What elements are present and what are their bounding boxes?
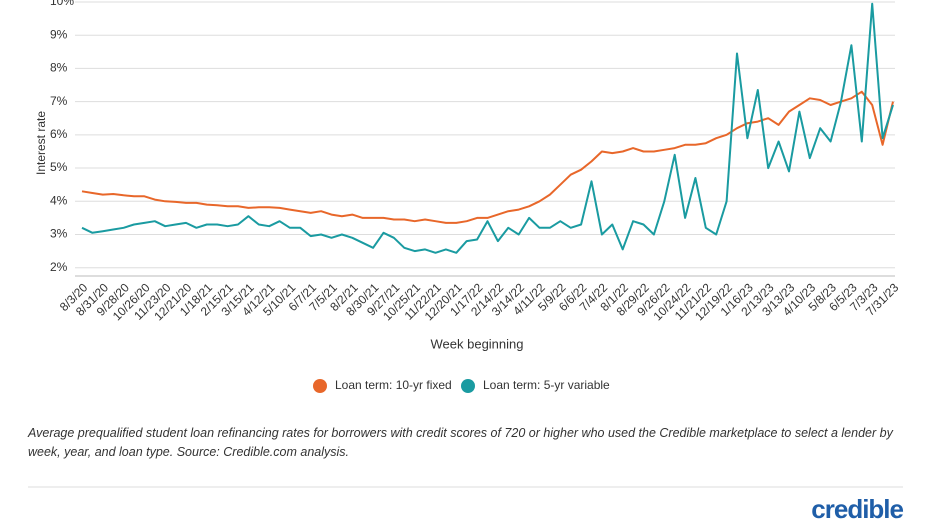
y-tick-label: 8% xyxy=(50,61,68,75)
legend-marker xyxy=(461,379,475,393)
y-tick-label: 3% xyxy=(50,227,68,241)
y-tick-label: 9% xyxy=(50,27,68,41)
series-line xyxy=(81,90,894,224)
x-axis-label: Week beginning xyxy=(431,336,524,351)
y-tick-label: 2% xyxy=(50,260,68,274)
legend-label: Loan term: 5-yr variable xyxy=(483,378,610,392)
y-tick-label: 7% xyxy=(50,94,68,108)
y-tick-label: 4% xyxy=(50,193,68,207)
legend-label: Loan term: 10-yr fixed xyxy=(335,378,452,392)
brand-logo: credible xyxy=(811,494,904,524)
footnote: Average prequalified student loan refina… xyxy=(28,426,893,459)
y-tick-label: 10% xyxy=(50,0,74,8)
y-axis-label: Interest rate xyxy=(34,111,48,175)
series-line xyxy=(81,2,894,254)
legend-marker xyxy=(313,379,327,393)
y-tick-label: 6% xyxy=(50,127,68,141)
y-tick-label: 5% xyxy=(50,160,68,174)
